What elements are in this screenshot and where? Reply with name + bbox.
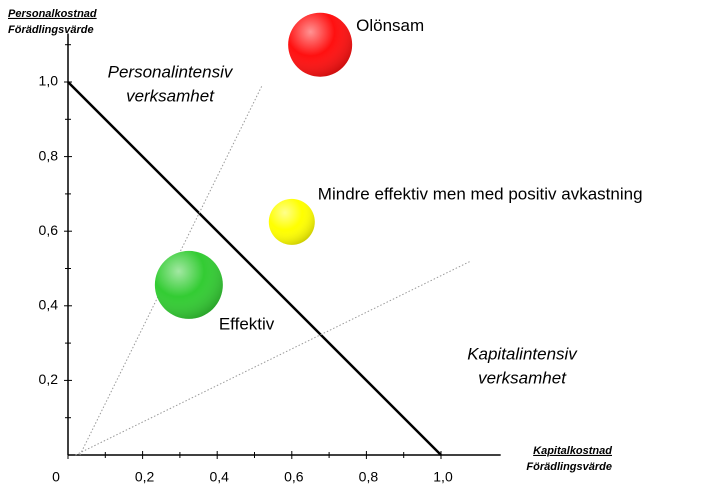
x-tick-label: 0,2 [135,469,155,485]
y-tick-label: 0,2 [39,371,59,387]
x-tick-label: 0,6 [284,469,304,485]
x-axis-title: Förädlingsvärde [526,461,612,473]
boundary-line [67,81,442,456]
x-tick-label: 1,0 [433,469,453,485]
x-tick-label: 0 [52,469,60,485]
y-tick-label: 0,8 [39,147,59,163]
y-axis-title: Förädlingsvärde [8,24,94,36]
bubble-gloss [154,250,223,319]
bubble-gloss [288,12,353,77]
y-tick-label: 0,4 [39,297,59,313]
region-label: verksamhet [126,86,215,105]
y-axis-title: Personalkostnad [8,8,97,20]
bubble-label: Effektiv [219,314,275,333]
region-label: Personalintensiv [108,62,234,81]
x-tick-label: 0,4 [209,469,229,485]
bubble-gloss [268,198,315,245]
region-label: verksamhet [478,368,567,387]
y-tick-label: 1,0 [39,73,59,89]
x-axis-title: Kapitalkostnad [533,445,612,457]
bubble-label: Olönsam [356,16,424,35]
guide-line [79,85,263,456]
y-tick-label: 0,6 [39,222,59,238]
region-label: Kapitalintensiv [467,344,578,363]
x-tick-label: 0,8 [359,469,379,485]
bubble-label: Mindre effektiv men med positiv avkastni… [318,184,643,203]
